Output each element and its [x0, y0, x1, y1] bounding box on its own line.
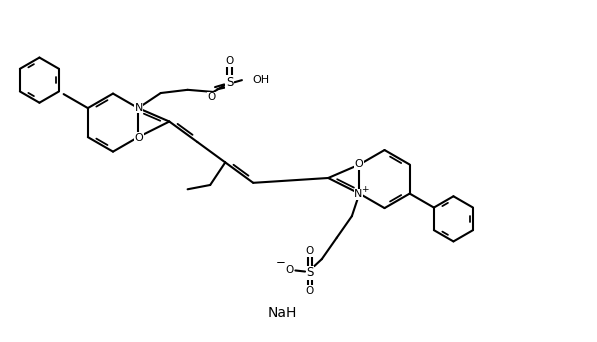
Text: N: N	[354, 189, 362, 199]
Text: O: O	[306, 286, 314, 296]
Text: O: O	[355, 159, 363, 169]
Text: S: S	[226, 76, 233, 89]
Text: O: O	[226, 56, 233, 66]
Text: O: O	[285, 265, 294, 275]
Text: NaH: NaH	[267, 306, 297, 320]
Text: O: O	[134, 133, 143, 143]
Text: −: −	[276, 256, 286, 269]
Text: S: S	[306, 266, 313, 279]
Text: OH: OH	[252, 75, 269, 85]
Text: N: N	[134, 103, 143, 113]
Text: O: O	[306, 246, 314, 256]
Text: +: +	[361, 185, 368, 194]
Text: O: O	[208, 92, 216, 102]
